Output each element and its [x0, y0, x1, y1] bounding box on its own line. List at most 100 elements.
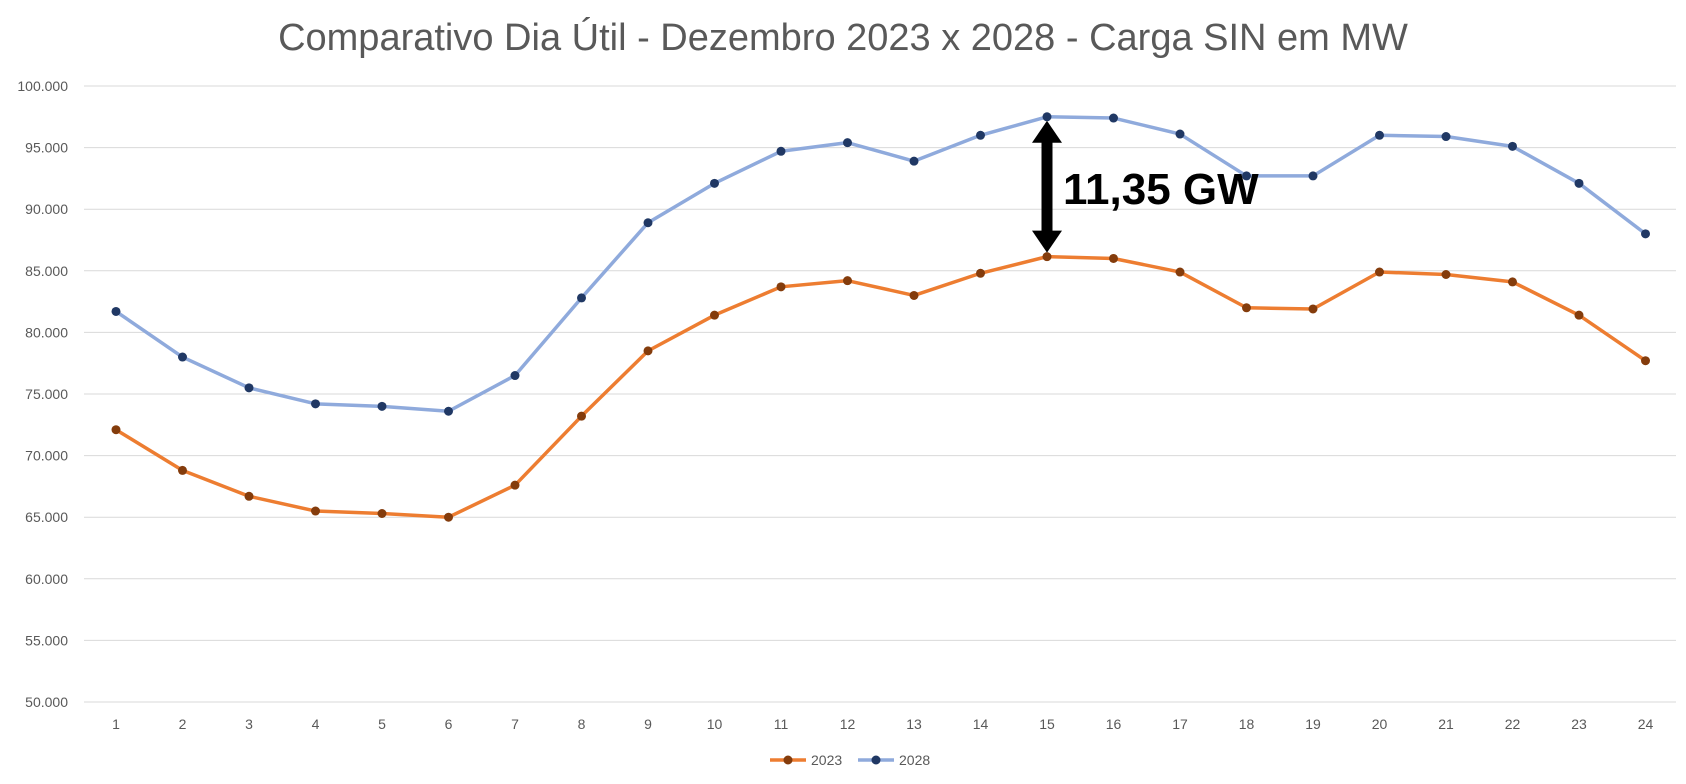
x-tick-label: 6	[445, 716, 453, 732]
x-tick-label: 1	[112, 716, 120, 732]
y-tick-label: 100.000	[17, 78, 68, 94]
data-point-2028	[577, 293, 586, 303]
x-tick-label: 11	[774, 716, 789, 732]
data-point-2023	[1175, 267, 1185, 277]
data-point-2028	[510, 371, 520, 381]
data-point-2028	[1175, 129, 1185, 139]
data-point-2023	[843, 276, 852, 286]
y-axis-ticks: 50.000 55.000 60.000 65.000 70.000 75.000 80.0…	[17, 78, 68, 710]
data-point-2028	[643, 218, 653, 228]
x-tick-label: 5	[378, 716, 386, 732]
data-point-2028	[377, 401, 387, 411]
data-point-2023	[710, 310, 719, 320]
data-point-2023	[1441, 269, 1451, 279]
x-tick-label: 4	[312, 716, 320, 732]
series-2028	[111, 112, 1650, 416]
x-tick-label: 14	[973, 716, 989, 732]
gap-arrow	[1032, 120, 1062, 253]
x-tick-label: 10	[707, 716, 723, 732]
data-point-2028	[1242, 171, 1251, 181]
data-point-2028	[843, 138, 852, 148]
data-point-2028	[1308, 171, 1318, 181]
data-point-2023	[1641, 356, 1650, 366]
legend-swatch-marker	[871, 755, 881, 765]
x-tick-label: 7	[511, 716, 519, 732]
legend-item-2023: 2023	[770, 752, 842, 768]
y-tick-label: 90.000	[25, 201, 68, 217]
legend-label: 2028	[899, 752, 930, 768]
legend-swatch-marker	[783, 755, 793, 765]
data-point-2023	[776, 282, 786, 292]
annotation-layer: 11,35 GW	[1032, 120, 1259, 253]
data-point-2028	[1042, 112, 1052, 122]
y-tick-label: 75.000	[25, 386, 68, 402]
x-tick-label: 21	[1438, 716, 1454, 732]
y-tick-label: 70.000	[25, 448, 68, 464]
data-point-2023	[1574, 310, 1584, 320]
series-line-2023	[114, 254, 1648, 519]
data-point-2028	[976, 130, 985, 140]
x-tick-label: 8	[578, 716, 586, 732]
data-point-2028	[111, 306, 121, 316]
data-point-2028	[311, 399, 320, 409]
data-point-2023	[1308, 304, 1318, 314]
x-tick-label: 18	[1239, 716, 1255, 732]
x-tick-label: 24	[1638, 716, 1654, 732]
y-tick-label: 55.000	[25, 632, 68, 648]
x-tick-label: 23	[1571, 716, 1587, 732]
y-tick-label: 65.000	[25, 509, 68, 525]
data-point-2023	[1242, 303, 1251, 313]
x-tick-label: 13	[906, 716, 922, 732]
data-point-2023	[311, 506, 320, 516]
data-point-2023	[444, 512, 453, 522]
x-tick-label: 17	[1172, 716, 1188, 732]
x-tick-label: 12	[840, 716, 856, 732]
data-point-2028	[1109, 113, 1118, 123]
data-point-2028	[1641, 229, 1650, 239]
data-point-2028	[1375, 130, 1384, 140]
data-point-2028	[776, 146, 786, 156]
gap-annotation-label: 11,35 GW	[1063, 165, 1259, 214]
data-point-2028	[178, 352, 187, 362]
legend-label: 2023	[811, 752, 842, 768]
data-point-2023	[111, 425, 121, 435]
x-tick-label: 9	[644, 716, 652, 732]
x-tick-label: 22	[1505, 716, 1521, 732]
x-tick-label: 19	[1305, 716, 1321, 732]
data-point-2023	[1109, 253, 1118, 263]
y-tick-label: 60.000	[25, 571, 68, 587]
x-tick-label: 3	[245, 716, 253, 732]
data-point-2028	[1441, 132, 1451, 142]
series-layer	[111, 112, 1650, 522]
arrow-head-up	[1032, 120, 1062, 143]
data-point-2028	[1574, 178, 1584, 188]
data-point-2023	[1508, 277, 1517, 287]
data-point-2028	[444, 406, 453, 416]
data-point-2028	[244, 383, 254, 393]
data-point-2023	[178, 465, 187, 475]
legend: 2023 2028	[770, 752, 930, 768]
y-tick-label: 80.000	[25, 324, 68, 340]
arrow-head-down	[1032, 230, 1062, 253]
data-point-2023	[1375, 267, 1384, 277]
x-tick-label: 2	[179, 716, 187, 732]
data-point-2028	[710, 178, 719, 188]
arrow-shaft	[1041, 141, 1053, 232]
gridlines	[84, 85, 1676, 703]
y-tick-label: 50.000	[25, 694, 68, 710]
data-point-2023	[976, 268, 985, 278]
chart-title: Comparativo Dia Útil - Dezembro 2023 x 2…	[278, 16, 1408, 59]
data-point-2023	[244, 491, 254, 501]
series-2023	[111, 252, 1650, 522]
x-tick-label: 16	[1106, 716, 1122, 732]
data-point-2023	[1042, 252, 1052, 262]
y-tick-label: 85.000	[25, 263, 68, 279]
series-line-2028	[114, 115, 1648, 413]
data-point-2028	[909, 156, 919, 166]
x-axis-ticks: 1 2 3 4 5 6 7 8 9 10 11 12 13 14 15 16 17 18 19 20 21 22 23 24	[112, 716, 1653, 732]
data-point-2023	[909, 290, 919, 300]
x-tick-label: 15	[1039, 716, 1055, 732]
data-point-2023	[510, 480, 520, 490]
